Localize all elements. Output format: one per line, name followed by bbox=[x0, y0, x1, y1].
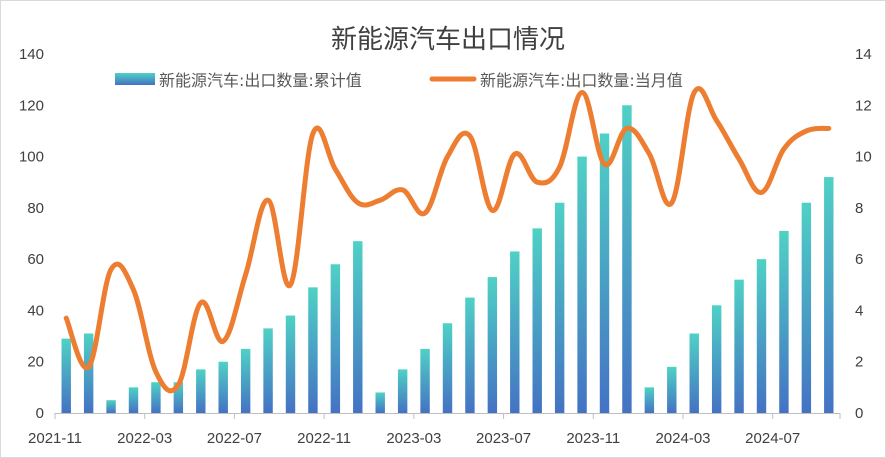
series-line bbox=[63, 86, 832, 394]
bar bbox=[554, 202, 565, 413]
bar bbox=[420, 348, 430, 413]
right-y-tick-label: 14 bbox=[855, 46, 872, 63]
x-tick-label: 2022-03 bbox=[117, 430, 172, 447]
left-y-tick-label: 40 bbox=[27, 302, 44, 319]
x-tick-label: 2023-11 bbox=[566, 430, 620, 447]
x-tick-label: 2021-11 bbox=[28, 430, 82, 447]
line-series bbox=[63, 86, 832, 394]
bar bbox=[106, 400, 116, 413]
x-tick-label: 2023-03 bbox=[386, 430, 441, 447]
bar bbox=[173, 382, 184, 413]
right-y-tick-label: 8 bbox=[855, 200, 863, 217]
right-y-tick-label: 6 bbox=[855, 251, 863, 268]
right-y-axis: 0 2 4 6 8 10 12 14 bbox=[855, 46, 872, 422]
left-y-tick-label: 0 bbox=[36, 405, 44, 422]
x-tick-label: 2024-03 bbox=[655, 430, 710, 447]
bar bbox=[240, 348, 251, 413]
bar bbox=[689, 333, 699, 413]
x-tick-label: 2023-07 bbox=[476, 430, 531, 447]
bar bbox=[487, 277, 498, 413]
right-y-tick-label: 2 bbox=[855, 354, 863, 371]
left-y-tick-label: 120 bbox=[19, 97, 44, 114]
x-tick-label: 2022-11 bbox=[297, 430, 351, 447]
bar bbox=[801, 202, 812, 413]
legend-swatch-bars bbox=[115, 73, 155, 85]
bar bbox=[308, 287, 318, 413]
bar bbox=[577, 156, 587, 414]
x-axis: 2021-11 2022-03 2022-07 2022-11 2023-03 2023-… bbox=[28, 413, 841, 447]
bar bbox=[779, 230, 789, 413]
bar bbox=[510, 251, 520, 413]
bar bbox=[196, 369, 206, 413]
left-y-axis: 0 20 40 60 80 100 120 140 bbox=[19, 46, 44, 422]
bar bbox=[397, 369, 408, 413]
bar bbox=[442, 323, 453, 413]
bar bbox=[218, 361, 228, 413]
bar bbox=[330, 264, 341, 413]
bar bbox=[532, 228, 542, 413]
bar bbox=[734, 279, 744, 413]
bar bbox=[644, 387, 655, 413]
bar bbox=[83, 333, 94, 413]
bar bbox=[667, 366, 677, 413]
chart-title: 新能源汽车出口情况 bbox=[331, 25, 565, 55]
left-y-tick-label: 20 bbox=[27, 354, 44, 371]
bar bbox=[61, 338, 71, 413]
legend-label-line: 新能源汽车:出口数量:当月值 bbox=[480, 71, 683, 90]
bar bbox=[151, 382, 161, 413]
right-y-tick-label: 10 bbox=[855, 149, 872, 166]
left-y-tick-label: 80 bbox=[27, 200, 44, 217]
bar bbox=[375, 392, 385, 413]
legend-label-bars: 新能源汽车:出口数量:累计值 bbox=[159, 71, 362, 90]
left-y-tick-label: 140 bbox=[19, 46, 44, 63]
bar bbox=[599, 133, 610, 413]
bar bbox=[711, 305, 722, 413]
bar bbox=[285, 315, 296, 413]
right-y-tick-label: 0 bbox=[855, 405, 863, 422]
left-y-tick-label: 60 bbox=[27, 251, 44, 268]
bar bbox=[622, 105, 632, 414]
bar-series bbox=[61, 105, 834, 414]
x-tick-label: 2024-07 bbox=[745, 430, 800, 447]
left-y-tick-label: 100 bbox=[19, 149, 44, 166]
bar bbox=[128, 387, 139, 413]
bar bbox=[756, 259, 767, 413]
right-y-tick-label: 12 bbox=[855, 97, 872, 114]
x-tick-label: 2022-07 bbox=[207, 430, 262, 447]
bar bbox=[353, 241, 363, 413]
bar bbox=[263, 328, 273, 413]
legend: 新能源汽车:出口数量:累计值 新能源汽车:出口数量:当月值 bbox=[115, 71, 683, 90]
right-y-tick-label: 4 bbox=[855, 302, 863, 319]
bar bbox=[465, 297, 475, 413]
bar bbox=[824, 177, 834, 413]
